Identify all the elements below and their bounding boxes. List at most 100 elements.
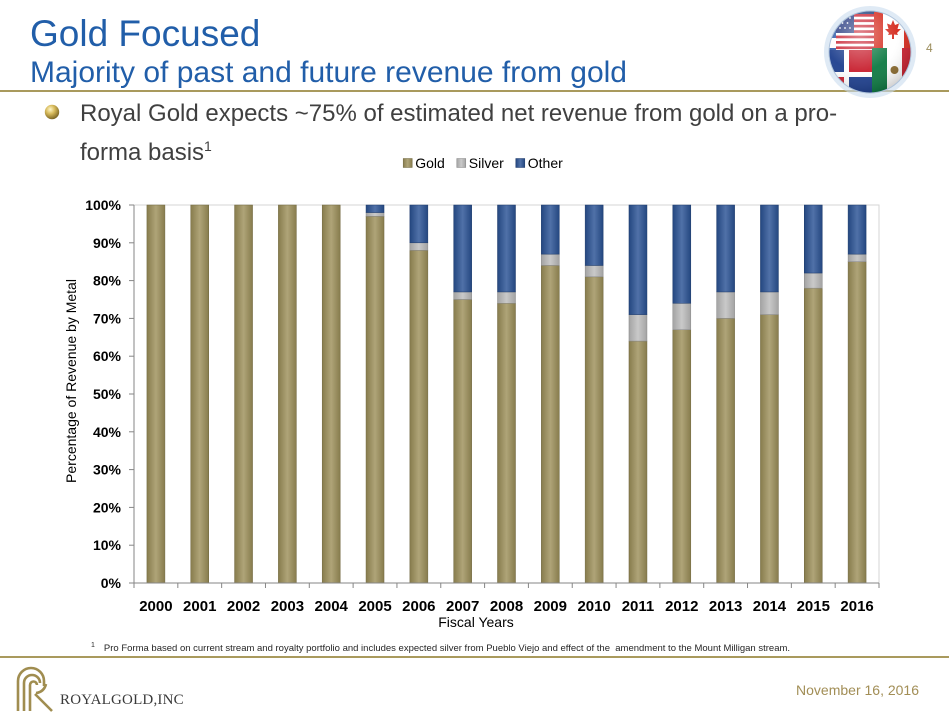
bar-other-2006 bbox=[409, 204, 429, 244]
legend-swatch bbox=[515, 158, 526, 168]
bar-other-2009 bbox=[541, 204, 560, 255]
y-tick-label: 20% bbox=[93, 499, 122, 515]
legend-label: Gold bbox=[415, 155, 445, 171]
bar-silver-2005 bbox=[365, 212, 385, 217]
footnote-reference: 1 bbox=[204, 138, 212, 154]
bar-gold-2016 bbox=[847, 261, 867, 584]
bar-gold-2013 bbox=[716, 318, 735, 584]
gold-sphere-bullet-icon bbox=[44, 104, 60, 120]
y-axis-title: Percentage of Revenue by Metal bbox=[63, 279, 79, 483]
x-tick-label: 2012 bbox=[665, 598, 698, 615]
y-tick-label: 10% bbox=[93, 537, 122, 553]
bar-gold-2015 bbox=[804, 287, 823, 584]
legend-label: Other bbox=[528, 155, 563, 171]
revenue-by-metal-chart: Percentage of Revenue by Metal Fiscal Ye… bbox=[63, 155, 880, 630]
bar-gold-2011 bbox=[628, 340, 648, 584]
bar-other-2007 bbox=[453, 204, 472, 293]
x-tick-label: 2002 bbox=[227, 598, 260, 615]
royal-gold-logo-icon bbox=[16, 666, 53, 712]
bar-gold-2009 bbox=[541, 265, 560, 584]
bar-other-2013 bbox=[716, 204, 735, 293]
bar-other-2012 bbox=[672, 204, 692, 304]
footnote-marker: 1 bbox=[91, 642, 95, 649]
y-axis-ticks: 0% 10% 20% 30% 40% 50% 60% 70% 80% 90% 100% bbox=[85, 197, 134, 591]
y-tick-label: 30% bbox=[93, 462, 122, 478]
bar-silver-2009 bbox=[541, 253, 560, 266]
bar-other-2016 bbox=[847, 204, 867, 255]
bullet-text-continuation: forma basis bbox=[80, 139, 205, 166]
x-tick-label: 2010 bbox=[577, 598, 610, 615]
bar-gold-2014 bbox=[760, 314, 779, 584]
bar-gold-2003 bbox=[278, 204, 297, 584]
legend-swatch bbox=[402, 158, 413, 168]
y-tick-label: 100% bbox=[85, 197, 121, 213]
legend-item-other: Other bbox=[515, 155, 563, 171]
bar-other-2008 bbox=[497, 204, 516, 293]
bar-gold-2010 bbox=[584, 276, 604, 584]
bar-other-2015 bbox=[804, 204, 823, 274]
bar-gold-2000 bbox=[146, 204, 166, 584]
slide-subtitle: Majority of past and future revenue from… bbox=[30, 56, 627, 89]
bar-silver-2008 bbox=[497, 291, 516, 304]
bullet-text-line-2: forma basis1 bbox=[80, 130, 212, 169]
x-tick-label: 2003 bbox=[271, 598, 304, 615]
slide-title: Gold Focused bbox=[30, 13, 261, 54]
legend: Gold Silver Other bbox=[402, 155, 563, 171]
x-tick-label: 2009 bbox=[534, 598, 567, 615]
footer-divider bbox=[0, 656, 949, 658]
footnote-text: Pro Forma based on current stream and ro… bbox=[103, 643, 791, 654]
x-tick-label: 2001 bbox=[183, 598, 216, 615]
x-tick-label: 2013 bbox=[709, 598, 742, 615]
company-logo-text: ROYALGOLD,INC bbox=[60, 692, 184, 708]
bar-silver-2007 bbox=[453, 291, 472, 300]
bar-silver-2014 bbox=[760, 291, 779, 315]
y-tick-label: 90% bbox=[93, 235, 122, 251]
y-tick-label: 0% bbox=[101, 575, 122, 591]
x-tick-label: 2000 bbox=[139, 598, 172, 615]
bar-gold-2006 bbox=[409, 250, 429, 584]
bar-gold-2007 bbox=[453, 299, 472, 584]
bar-other-2005 bbox=[365, 204, 385, 213]
x-tick-label: 2014 bbox=[753, 598, 787, 615]
x-tick-label: 2006 bbox=[402, 598, 435, 615]
bar-silver-2006 bbox=[409, 242, 429, 251]
legend-item-silver: Silver bbox=[456, 155, 504, 171]
presentation-date: November 16, 2016 bbox=[796, 682, 919, 698]
x-tick-label: 2004 bbox=[315, 598, 349, 615]
bar-silver-2016 bbox=[847, 253, 867, 262]
x-tick-label: 2016 bbox=[840, 598, 873, 615]
y-tick-label: 60% bbox=[93, 348, 122, 364]
bar-silver-2015 bbox=[804, 272, 823, 289]
legend-swatch bbox=[456, 158, 467, 168]
bar-gold-2001 bbox=[190, 204, 209, 584]
bar-silver-2010 bbox=[584, 265, 604, 278]
bar-gold-2012 bbox=[672, 329, 692, 584]
y-tick-label: 50% bbox=[93, 386, 122, 402]
bar-gold-2002 bbox=[234, 204, 253, 584]
y-tick-label: 80% bbox=[93, 273, 122, 289]
bar-gold-2005 bbox=[365, 216, 385, 584]
header-divider bbox=[0, 90, 949, 92]
x-tick-label: 2007 bbox=[446, 598, 479, 615]
x-tick-label: 2008 bbox=[490, 598, 523, 615]
bars bbox=[146, 204, 867, 584]
y-tick-label: 70% bbox=[93, 310, 122, 326]
legend-item-gold: Gold bbox=[402, 155, 445, 171]
page-number: 4 bbox=[926, 41, 933, 55]
bar-gold-2008 bbox=[497, 303, 516, 584]
bar-other-2010 bbox=[584, 204, 604, 266]
bar-silver-2012 bbox=[672, 303, 692, 330]
bar-other-2011 bbox=[628, 204, 648, 315]
x-tick-label: 2005 bbox=[358, 598, 391, 615]
footnote: 1 Pro Forma based on current stream and r… bbox=[91, 640, 790, 655]
bar-gold-2004 bbox=[321, 204, 341, 584]
x-tick-label: 2011 bbox=[622, 598, 655, 615]
bar-other-2014 bbox=[760, 204, 779, 293]
y-tick-label: 40% bbox=[93, 424, 122, 440]
bullet-text-line-1: Royal Gold expects ~75% of estimated net… bbox=[80, 100, 838, 127]
bar-silver-2013 bbox=[716, 291, 735, 319]
x-tick-label: 2015 bbox=[797, 598, 830, 615]
bar-silver-2011 bbox=[628, 314, 648, 342]
flags-globe-image bbox=[824, 6, 916, 98]
